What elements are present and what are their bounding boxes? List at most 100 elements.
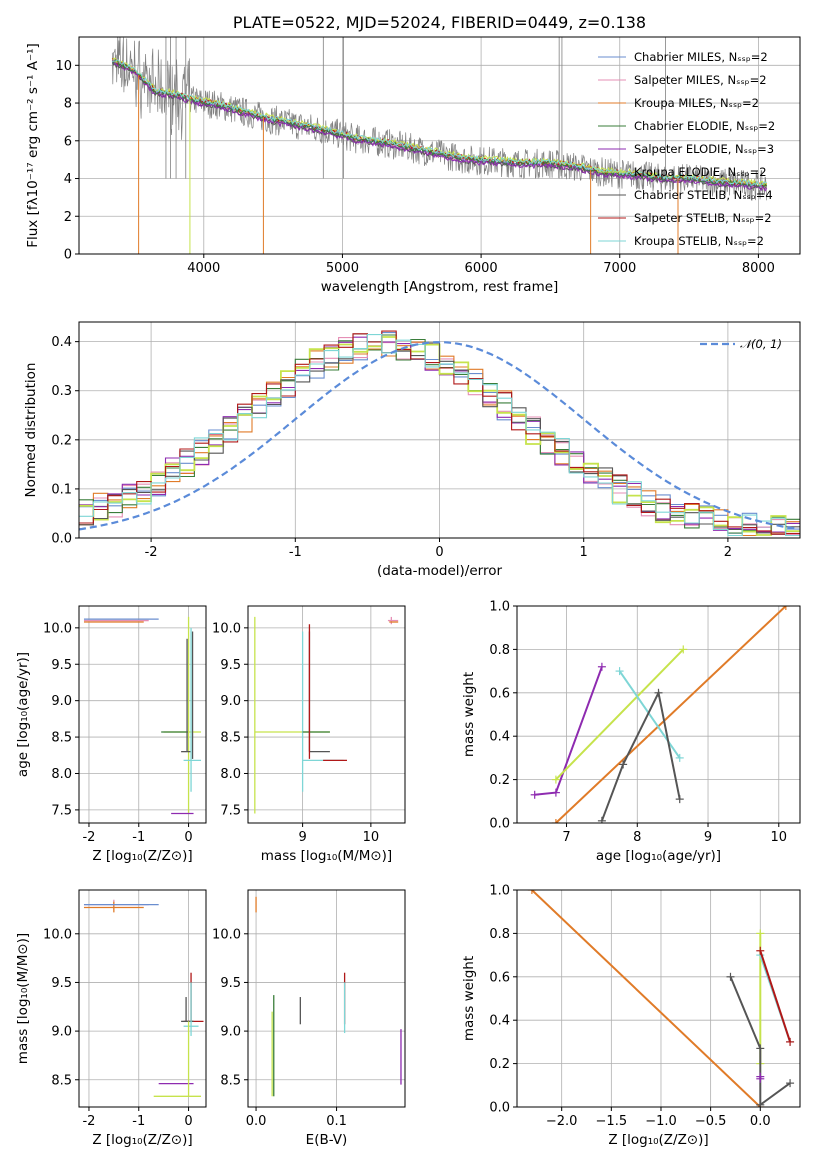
x-tick-label: 0 — [184, 1114, 192, 1129]
y-axis-label: mass [log₁₀(M/M⊙)] — [15, 933, 31, 1064]
legend: Chabrier MILES, Nₛₛₚ=2 Salpeter MILES, Nₛ… — [598, 50, 775, 248]
legend-label: Salpeter ELODIE, Nₛₛₚ=3 — [634, 142, 774, 156]
y-axis-label: mass weight — [461, 956, 477, 1041]
x-axis-label: (data-model)/error — [377, 563, 503, 579]
y-tick-label: 0.4 — [489, 730, 510, 745]
plot-spectrum: 4000 5000 6000 7000 8000 0 2 4 6 8 10 wavelength [A… — [25, 13, 801, 295]
y-tick-label: 10.0 — [43, 927, 72, 942]
y-tick-label: 9.5 — [51, 976, 72, 991]
y-tick-label: 8.5 — [220, 731, 241, 746]
y-tick-label: 9.0 — [51, 694, 72, 709]
x-tick-label: 0.0 — [750, 1114, 771, 1129]
axes-frame — [247, 889, 406, 1108]
y-tick-label: 9.5 — [51, 658, 72, 673]
plot-age_vs_Z: -2 -1 0 7.5 8.0 8.5 9.0 9.5 10.0 Z [log₁₀(Z/Z⊙)] a… — [15, 605, 207, 864]
x-tick-label: 8000 — [742, 261, 775, 276]
y-tick-label: 0.3 — [51, 384, 72, 399]
x-tick-label: -1 — [289, 545, 302, 560]
y-tick-label: 8 — [64, 97, 72, 112]
y-axis-label: age [log₁₀(age/yr)] — [15, 652, 31, 777]
plot-mass_vs_Z: -2 -1 0 8.5 9.0 9.5 10.0 Z [log₁₀(Z/Z⊙)] mass [l… — [15, 889, 207, 1148]
histogram-kroupa-stelib — [79, 334, 800, 537]
plot-residuals: -2 -1 0 1 2 0.0 0.1 0.2 0.3 0.4 (data-model)/error… — [23, 321, 801, 579]
legend-label: Kroupa STELIB, Nₛₛₚ=2 — [634, 234, 764, 248]
x-axis-label: Z [log₁₀(Z/Z⊙)] — [92, 1132, 192, 1148]
legend-label: Salpeter STELIB, Nₛₛₚ=2 — [634, 211, 772, 225]
axes-frame — [78, 321, 801, 539]
legend-label: Chabrier ELODIE, Nₛₛₚ=2 — [634, 119, 775, 133]
y-tick-label: 1.0 — [489, 600, 510, 615]
legend-label: Kroupa ELODIE, Nₛₛₚ=2 — [634, 165, 767, 179]
y-tick-label: 0.0 — [51, 532, 72, 547]
plot-mass_vs_ebv: 0.0 0.1 8.5 9.0 9.5 10.0 E(B-V) — [212, 889, 406, 1148]
y-tick-label: 8.5 — [51, 731, 72, 746]
x-axis-label: age [log₁₀(age/yr)] — [596, 848, 721, 864]
y-tick-label: 0.6 — [489, 970, 510, 985]
y-axis-label: Flux [fλ10⁻¹⁷ erg cm⁻² s⁻¹ A⁻¹] — [25, 43, 41, 248]
x-tick-label: −0.5 — [695, 1114, 727, 1129]
y-tick-label: 0.4 — [51, 335, 72, 350]
x-tick-label: −1.5 — [596, 1114, 628, 1129]
y-tick-label: 6 — [64, 134, 72, 149]
y-tick-label: 0.4 — [489, 1014, 510, 1029]
legend-label: 𝒩(0, 1) — [740, 337, 782, 351]
weight-series-line — [531, 890, 761, 1107]
x-tick-label: 0 — [435, 545, 443, 560]
y-tick-label: 0.2 — [489, 773, 510, 788]
weight-series-line — [600, 689, 681, 822]
plot-age_vs_mass: 9 10 7.5 8.0 8.5 9.0 9.5 10.0 mass [log₁₀(M/M⊙)] — [212, 605, 406, 864]
model-chabrier-elodie — [112, 58, 768, 188]
x-tick-label: 4000 — [187, 261, 220, 276]
y-tick-label: 0 — [64, 248, 72, 263]
weight-series-line — [555, 648, 685, 781]
x-tick-label: 10 — [363, 830, 380, 845]
x-axis-label: wavelength [Angstrom, rest frame] — [321, 279, 559, 295]
axes-frame — [78, 605, 207, 824]
y-tick-label: 7.5 — [220, 803, 241, 818]
x-tick-label: -2 — [145, 545, 158, 560]
axes-frame — [516, 605, 801, 824]
y-tick-label: 8.0 — [220, 767, 241, 782]
plot-area — [255, 896, 402, 1097]
weight-series-line — [534, 666, 603, 796]
plot-area — [83, 616, 202, 815]
y-tick-label: 0.2 — [51, 433, 72, 448]
y-tick-label: 10.0 — [212, 927, 241, 942]
x-tick-label: -2 — [82, 1114, 95, 1129]
plot-mass_weight_vs_Z: −2.0 −1.5 −1.0 −0.5 0.0 0.0 0.2 0.4 0.6 0.8 1.0 Z [… — [461, 884, 801, 1148]
x-tick-label: −1.0 — [645, 1114, 677, 1129]
x-tick-label: 0.1 — [326, 1114, 347, 1129]
y-tick-label: 0.1 — [51, 482, 72, 497]
x-axis-label: E(B-V) — [306, 1132, 348, 1148]
x-tick-label: 0 — [184, 830, 192, 845]
plot-mass_weight_vs_age: 7 8 9 10 0.0 0.2 0.4 0.6 0.8 1.0 age [log₁₀(age/yr… — [461, 600, 801, 864]
weight-series-line — [618, 670, 681, 759]
y-tick-label: 0.6 — [489, 686, 510, 701]
y-tick-label: 9.0 — [220, 1025, 241, 1040]
y-tick-label: 9.5 — [220, 658, 241, 673]
x-tick-label: 6000 — [465, 261, 498, 276]
plot-area — [254, 616, 399, 814]
y-tick-label: 8.5 — [220, 1073, 241, 1088]
y-tick-label: 0.0 — [489, 817, 510, 832]
x-axis-label: Z [log₁₀(Z/Z⊙)] — [92, 848, 192, 864]
weight-series-line — [759, 950, 792, 1043]
weight-series-line — [555, 606, 787, 823]
x-tick-label: 2 — [724, 545, 732, 560]
x-tick-label: 9 — [298, 830, 306, 845]
x-tick-label: 8 — [633, 830, 641, 845]
chart-title: PLATE=0522, MJD=52024, FIBERID=0449, z=0… — [233, 13, 646, 32]
x-tick-label: -2 — [82, 830, 95, 845]
normal-curve — [79, 341, 798, 531]
histogram-chabrier-stelib — [79, 333, 800, 534]
legend-label: Chabrier STELIB, Nₛₛₚ=4 — [634, 188, 773, 202]
y-tick-label: 0.2 — [489, 1057, 510, 1072]
y-tick-label: 9.0 — [51, 1025, 72, 1040]
plot-area — [83, 899, 204, 1097]
x-axis-label: mass [log₁₀(M/M⊙)] — [261, 848, 392, 864]
x-tick-label: 7 — [562, 830, 570, 845]
y-tick-label: 8.0 — [51, 767, 72, 782]
y-tick-label: 0.0 — [489, 1101, 510, 1116]
x-tick-label: 9 — [704, 830, 712, 845]
